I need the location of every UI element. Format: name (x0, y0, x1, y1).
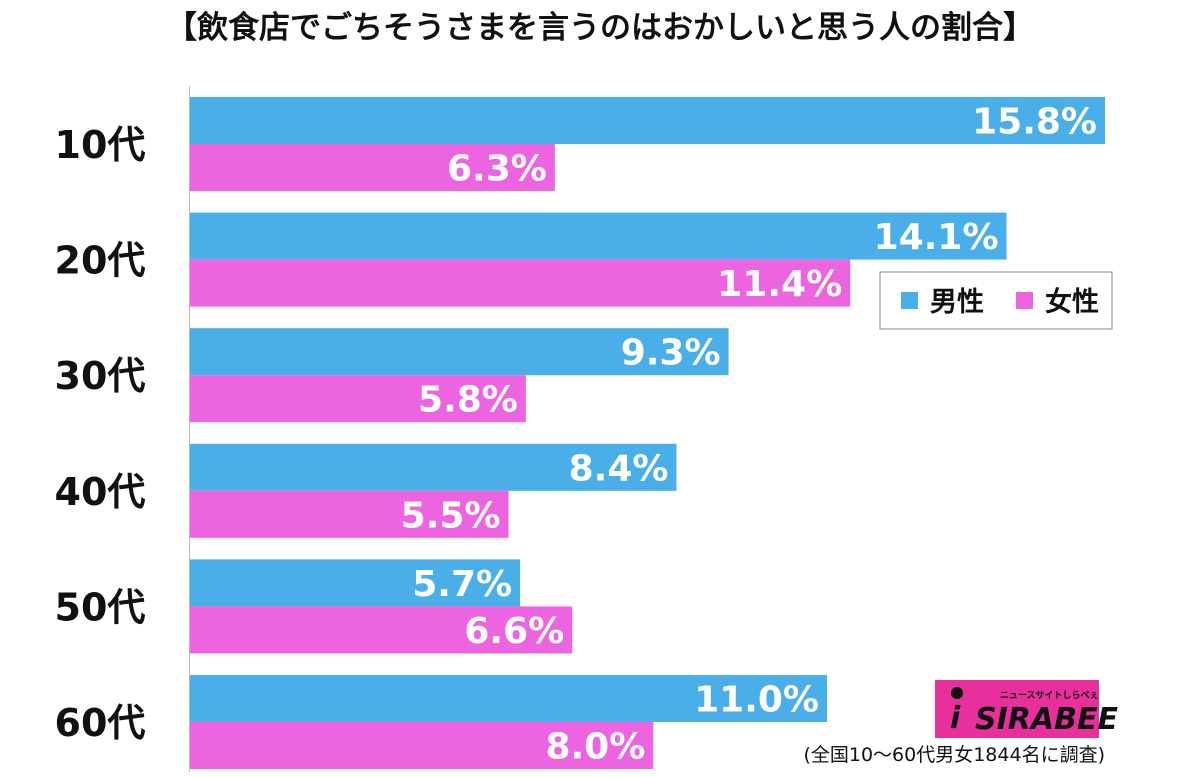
category-label: 40代 (55, 470, 146, 514)
bars (190, 97, 1105, 769)
legend: 男性 女性 (879, 271, 1113, 330)
category-label: 30代 (55, 354, 146, 398)
legend-box (879, 271, 1113, 330)
logo-tagline: ニュースサイトしらべぇ (1000, 690, 1099, 701)
bar-male (190, 328, 729, 376)
bar-male (190, 212, 1007, 260)
value-label-female: 6.6% (464, 611, 564, 652)
bar-female (190, 606, 573, 654)
bar-female (190, 259, 851, 307)
value-label-female: 8.0% (545, 727, 645, 768)
legend-label-female: 女性 (1045, 286, 1099, 318)
category-label: 60代 (55, 701, 146, 745)
category-label: 10代 (55, 123, 146, 167)
logo-background (935, 680, 1099, 738)
bar-female (190, 490, 509, 538)
value-label-male: 11.0% (694, 680, 819, 721)
legend-swatch-male (901, 292, 918, 309)
sirabee-logo: i ニュースサイトしらべぇ SIRABEE (935, 680, 1118, 738)
value-label-female: 6.3% (447, 149, 547, 190)
value-labels: 15.8% 6.3% 14.1% 11.4% 9.3% 5.8% 8.4% 5.5% 5.7% 6… (401, 102, 1097, 768)
category-label: 20代 (55, 239, 146, 283)
category-labels: 10代 20代 30代 40代 50代 60代 (55, 123, 146, 745)
bar-male (190, 559, 521, 607)
logo-glyph: i (950, 701, 961, 736)
category-label: 50代 (55, 585, 146, 629)
bar-male (190, 97, 1105, 144)
bar-male (190, 675, 828, 722)
bar-female (190, 722, 654, 769)
logo-dot-icon (951, 687, 963, 699)
value-label-female: 5.5% (401, 495, 501, 536)
value-label-male: 8.4% (569, 448, 669, 489)
value-label-male: 15.8% (972, 102, 1097, 143)
chart-title: 【飲食店でごちそうさまを言うのはおかしいと思う人の割合】 (166, 10, 1034, 46)
value-label-female: 11.4% (717, 264, 842, 305)
value-label-female: 5.8% (418, 380, 518, 421)
value-label-male: 14.1% (874, 217, 999, 258)
logo-name: SIRABEE (975, 702, 1118, 737)
legend-swatch-female (1016, 292, 1033, 309)
legend-label-male: 男性 (930, 287, 984, 318)
bar-female (190, 144, 555, 191)
bar-female (190, 375, 526, 423)
value-label-male: 9.3% (621, 333, 721, 374)
value-label-male: 5.7% (412, 564, 512, 605)
bar-male (190, 443, 677, 491)
survey-note: (全国10〜60代男女1844名に調査) (803, 744, 1105, 766)
